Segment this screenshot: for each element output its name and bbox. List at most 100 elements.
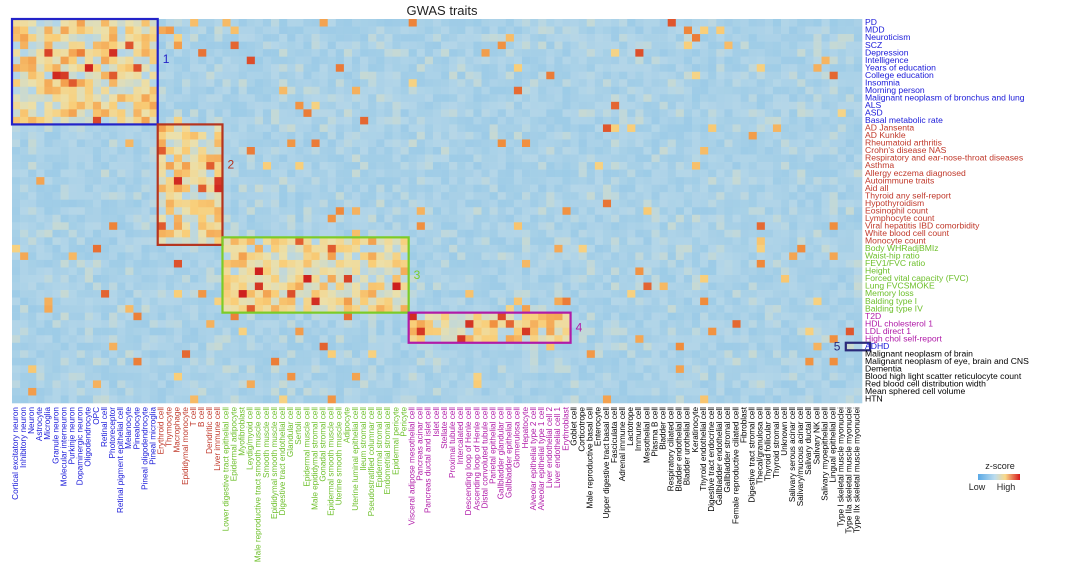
heatmap-cell (254, 49, 264, 57)
heatmap-cell (432, 19, 442, 27)
heatmap-cell (335, 297, 345, 306)
heatmap-cell (740, 56, 749, 65)
heatmap-cell (20, 86, 29, 95)
heatmap-cell (416, 139, 426, 148)
heatmap-cell (101, 214, 110, 223)
heatmap-cell (424, 154, 434, 163)
heatmap-cell (230, 34, 239, 42)
heatmap-cell (424, 94, 434, 103)
heatmap-cell (101, 350, 110, 359)
heatmap-cell (335, 86, 345, 95)
heatmap-cell (732, 177, 741, 185)
heatmap-cell (732, 350, 741, 359)
heatmap-cell (125, 169, 134, 178)
heatmap-cell (554, 192, 563, 201)
heatmap-cell (424, 169, 434, 178)
heatmap-cell (254, 169, 264, 178)
heatmap-cell (667, 365, 677, 374)
heatmap-cell (522, 94, 531, 103)
heatmap-cell (60, 184, 69, 193)
heatmap-cell (829, 320, 839, 329)
heatmap-cell (643, 259, 652, 268)
heatmap-cell (335, 79, 345, 88)
heatmap-cell (724, 184, 733, 193)
heatmap-cell (651, 19, 660, 27)
heatmap-cell (692, 229, 701, 238)
heatmap-cell (60, 177, 69, 185)
heatmap-cell (716, 64, 725, 73)
heatmap-cell (813, 19, 822, 27)
heatmap-cell (683, 335, 693, 344)
heatmap-cell (335, 49, 345, 57)
heatmap-cell (141, 229, 150, 238)
heatmap-cell (343, 154, 353, 163)
heatmap-cell (12, 365, 21, 374)
heatmap-cell (76, 229, 86, 238)
heatmap-cell (335, 101, 345, 110)
heatmap-cell (12, 199, 21, 208)
heatmap-cell (756, 116, 766, 125)
heatmap-cell (821, 131, 830, 140)
heatmap-cell (28, 237, 37, 246)
heatmap-cell (109, 199, 118, 208)
heatmap-cell (821, 56, 830, 65)
heatmap-cell (756, 64, 766, 73)
heatmap-cell (28, 79, 37, 88)
heatmap-cell (149, 305, 159, 313)
heatmap-cell (683, 229, 693, 238)
heatmap-cell (52, 342, 61, 351)
heatmap-cell (724, 214, 733, 223)
heatmap-cell (424, 320, 434, 329)
heatmap-cell (441, 297, 450, 306)
heatmap-cell (675, 19, 685, 27)
heatmap-cell (611, 207, 620, 216)
heatmap-cell (303, 86, 312, 95)
heatmap-cell (360, 312, 369, 321)
heatmap-cell (594, 327, 604, 336)
heatmap-cell (222, 350, 231, 359)
heatmap-cell (513, 41, 523, 50)
heatmap-cell (651, 184, 660, 193)
heatmap-cell (716, 154, 725, 163)
heatmap-cell (230, 192, 239, 201)
heatmap-cell (675, 320, 685, 329)
heatmap-cell (505, 275, 515, 283)
heatmap-cell (303, 214, 312, 223)
heatmap-cell (279, 342, 288, 351)
heatmap-cell (619, 56, 628, 65)
heatmap-cell (36, 86, 45, 95)
heatmap-cell (837, 26, 847, 35)
heatmap-cell (530, 56, 539, 65)
heatmap-cell (28, 147, 37, 155)
heatmap-cell (756, 297, 766, 306)
heatmap-cell (764, 259, 774, 268)
heatmap-cell (667, 320, 677, 329)
heatmap-cell (675, 312, 685, 321)
heatmap-cell (157, 192, 167, 201)
heatmap-cell (546, 56, 555, 65)
heatmap-cell (303, 275, 312, 283)
heatmap-cell (675, 229, 685, 238)
heatmap-cell (708, 169, 717, 178)
heatmap-cell (335, 184, 345, 193)
heatmap-cell (246, 350, 256, 359)
heatmap-cell (675, 41, 685, 50)
heatmap-cell (853, 139, 863, 148)
heatmap-cell (101, 71, 110, 80)
heatmap-cell (12, 252, 21, 261)
heatmap-cell (384, 297, 393, 306)
heatmap-cell (522, 267, 531, 276)
heatmap-cell (716, 79, 725, 88)
heatmap-cell (602, 79, 612, 88)
heatmap-cell (335, 169, 345, 178)
heatmap-cell (360, 275, 369, 283)
heatmap-cell (214, 259, 223, 268)
heatmap-cell (271, 64, 280, 73)
heatmap-cell (683, 252, 693, 261)
heatmap-cell (149, 94, 159, 103)
heatmap-cell (813, 214, 822, 223)
heatmap-cell (578, 116, 588, 125)
heatmap-cell (546, 26, 555, 35)
heatmap-cell (457, 192, 466, 201)
heatmap-cell (530, 169, 539, 178)
